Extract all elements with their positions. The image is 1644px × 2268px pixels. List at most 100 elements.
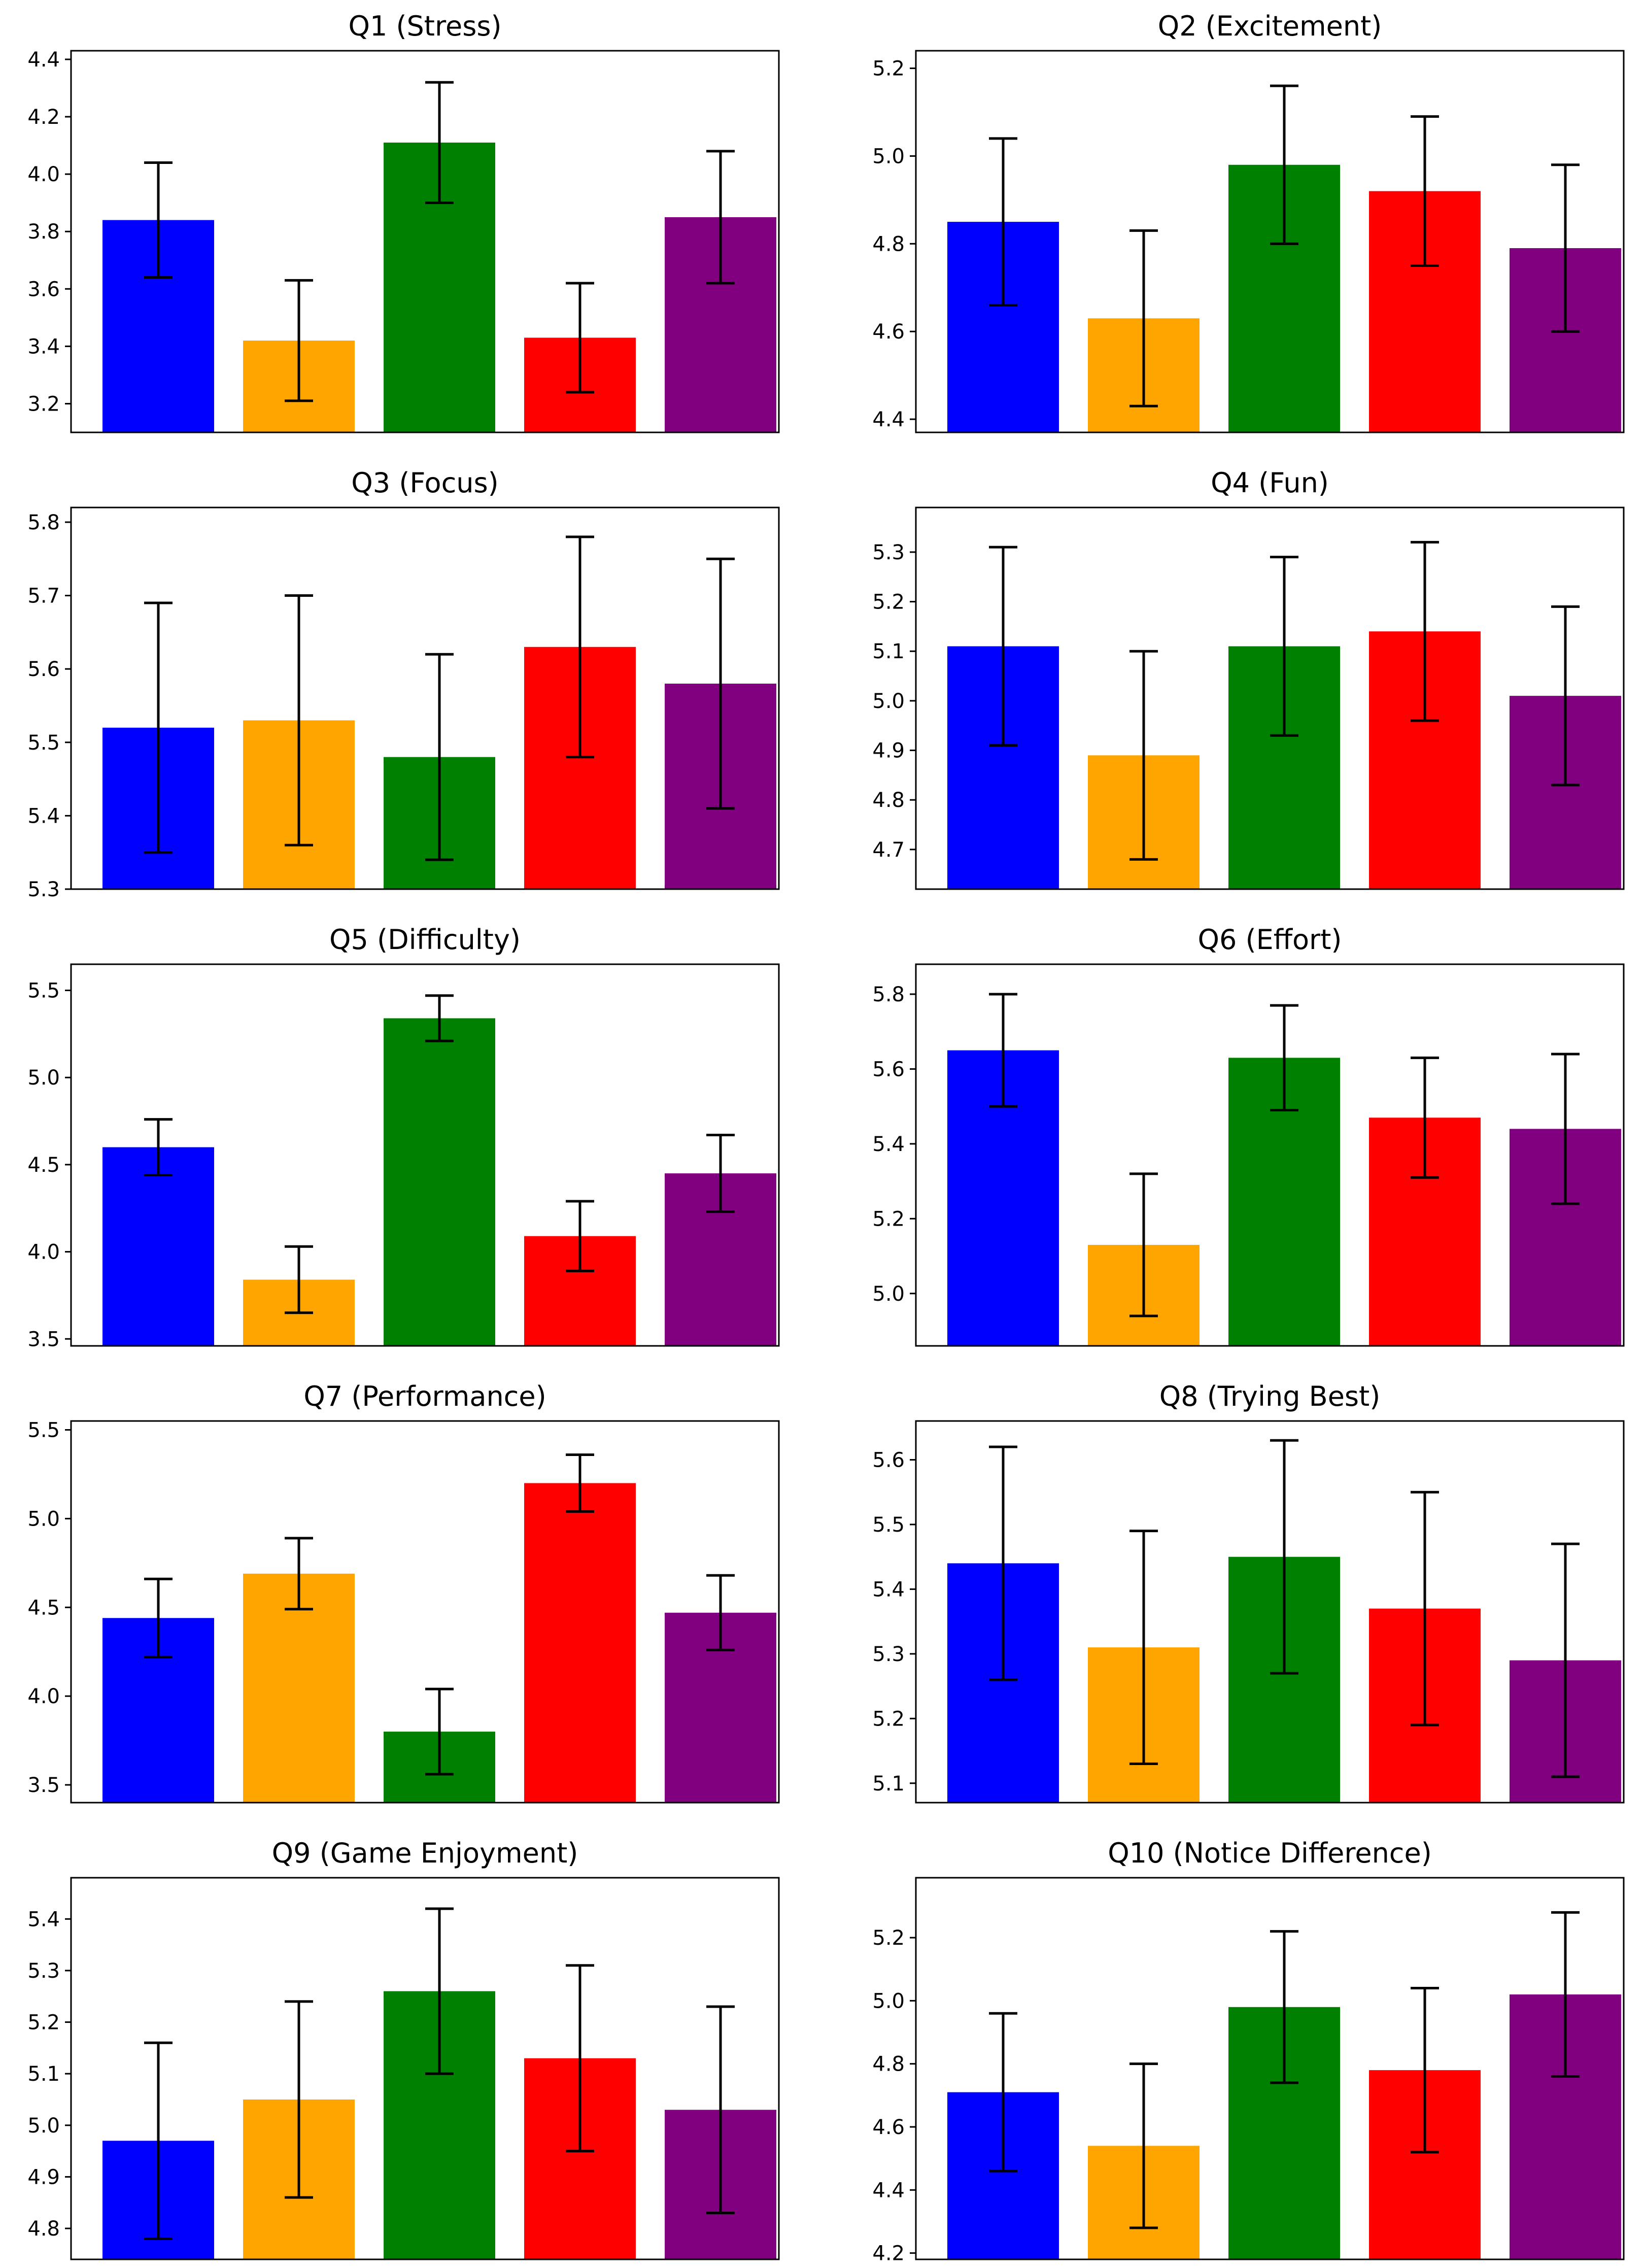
bar — [1510, 696, 1621, 889]
error-bar — [144, 2041, 173, 2240]
y-tick-label: 5.1 — [872, 1772, 905, 1796]
bar — [524, 647, 636, 889]
bar — [665, 217, 776, 432]
bar — [1228, 2007, 1340, 2259]
bar — [947, 1050, 1059, 1346]
y-tick-label: 4.6 — [872, 2116, 905, 2139]
bar — [243, 1279, 355, 1346]
y-tick-label: 5.2 — [872, 591, 905, 614]
error-bar — [566, 1453, 594, 1513]
error-bar — [1129, 650, 1158, 861]
bar — [524, 337, 636, 432]
error-bar — [1270, 1004, 1298, 1112]
y-tick-label: 4.9 — [872, 739, 905, 763]
error-bar — [1551, 1911, 1580, 2078]
error-bar — [706, 557, 735, 810]
error-bar — [285, 1245, 313, 1314]
bar — [665, 1173, 776, 1346]
y-tick-label: 5.1 — [872, 640, 905, 663]
y-tick-label: 3.5 — [27, 1774, 60, 1797]
bar — [665, 684, 776, 889]
bar — [665, 1612, 776, 1803]
error-bar — [706, 1134, 735, 1213]
y-tick-label: 5.0 — [872, 1282, 905, 1306]
plot-frame — [915, 1877, 1625, 2260]
bar — [665, 2110, 776, 2259]
error-bar — [1551, 1053, 1580, 1205]
bar — [384, 1018, 495, 1346]
bar — [1510, 1129, 1621, 1346]
y-tick-label: 4.4 — [27, 48, 60, 72]
chart-title: Q3 (Focus) — [351, 467, 498, 499]
y-tick-label: 5.0 — [872, 690, 905, 713]
y-tick-label: 4.4 — [872, 2179, 905, 2202]
y-tick-label: 5.0 — [27, 1507, 60, 1531]
error-bar — [989, 2012, 1017, 2173]
y-tick-label: 5.5 — [872, 1513, 905, 1537]
bar — [1369, 191, 1481, 432]
y-tick-label: 4.0 — [27, 1685, 60, 1708]
error-bar — [1551, 163, 1580, 333]
error-bar — [1129, 1172, 1158, 1317]
error-bar — [989, 137, 1017, 307]
bar — [1088, 2146, 1200, 2259]
y-tick-label: 5.5 — [27, 731, 60, 755]
bar — [1510, 1660, 1621, 1803]
error-bar — [1411, 115, 1439, 267]
bar — [1088, 1647, 1200, 1803]
bar — [1510, 248, 1621, 432]
y-tick-label: 4.8 — [872, 2053, 905, 2076]
bar — [1369, 1118, 1481, 1346]
chart-title: Q6 (Effort) — [1198, 924, 1342, 956]
bar — [1088, 755, 1200, 889]
error-bar — [1411, 1491, 1439, 1727]
bar — [1228, 1058, 1340, 1346]
error-bar — [144, 1577, 173, 1658]
chart-title: Q7 (Performance) — [303, 1380, 546, 1412]
y-tick-label: 5.2 — [872, 57, 905, 81]
bar — [102, 727, 214, 889]
y-tick-label: 4.2 — [27, 106, 60, 129]
y-tick-label: 4.4 — [872, 408, 905, 431]
plot-frame — [915, 1420, 1625, 1804]
y-tick-label: 4.6 — [872, 320, 905, 344]
y-tick-label: 5.1 — [27, 2062, 60, 2086]
chart-title: Q9 (Game Enjoyment) — [272, 1837, 578, 1869]
plot-frame — [70, 506, 780, 890]
error-bar — [144, 161, 173, 279]
error-bar — [989, 1445, 1017, 1681]
bar — [384, 142, 495, 432]
y-tick-label: 3.6 — [27, 278, 60, 301]
error-bar — [1411, 1056, 1439, 1179]
y-tick-label: 4.9 — [27, 2165, 60, 2189]
plot-frame — [915, 506, 1625, 890]
error-bar — [285, 279, 313, 402]
y-tick-label: 5.2 — [872, 1707, 905, 1731]
y-tick-label: 5.4 — [872, 1133, 905, 1156]
error-bar — [1270, 1439, 1298, 1675]
bar — [243, 1573, 355, 1803]
error-bar — [566, 282, 594, 394]
y-tick-label: 4.0 — [27, 163, 60, 186]
y-tick-label: 5.8 — [27, 511, 60, 534]
chart-title: Q5 (Difficulty) — [329, 924, 521, 956]
bar — [1088, 318, 1200, 432]
bar — [1369, 631, 1481, 889]
error-bar — [566, 1200, 594, 1272]
y-tick-label: 5.6 — [27, 658, 60, 681]
bar — [102, 1147, 214, 1346]
error-bar — [1129, 229, 1158, 408]
y-tick-label: 5.8 — [872, 983, 905, 1006]
plot-frame — [915, 963, 1625, 1347]
error-bar — [425, 81, 454, 205]
y-tick-label: 5.4 — [27, 1908, 60, 1931]
y-tick-label: 5.0 — [27, 1066, 60, 1090]
plot-frame — [70, 50, 780, 433]
error-bar — [1551, 1542, 1580, 1778]
error-bar — [1270, 556, 1298, 737]
bar — [1228, 1556, 1340, 1803]
